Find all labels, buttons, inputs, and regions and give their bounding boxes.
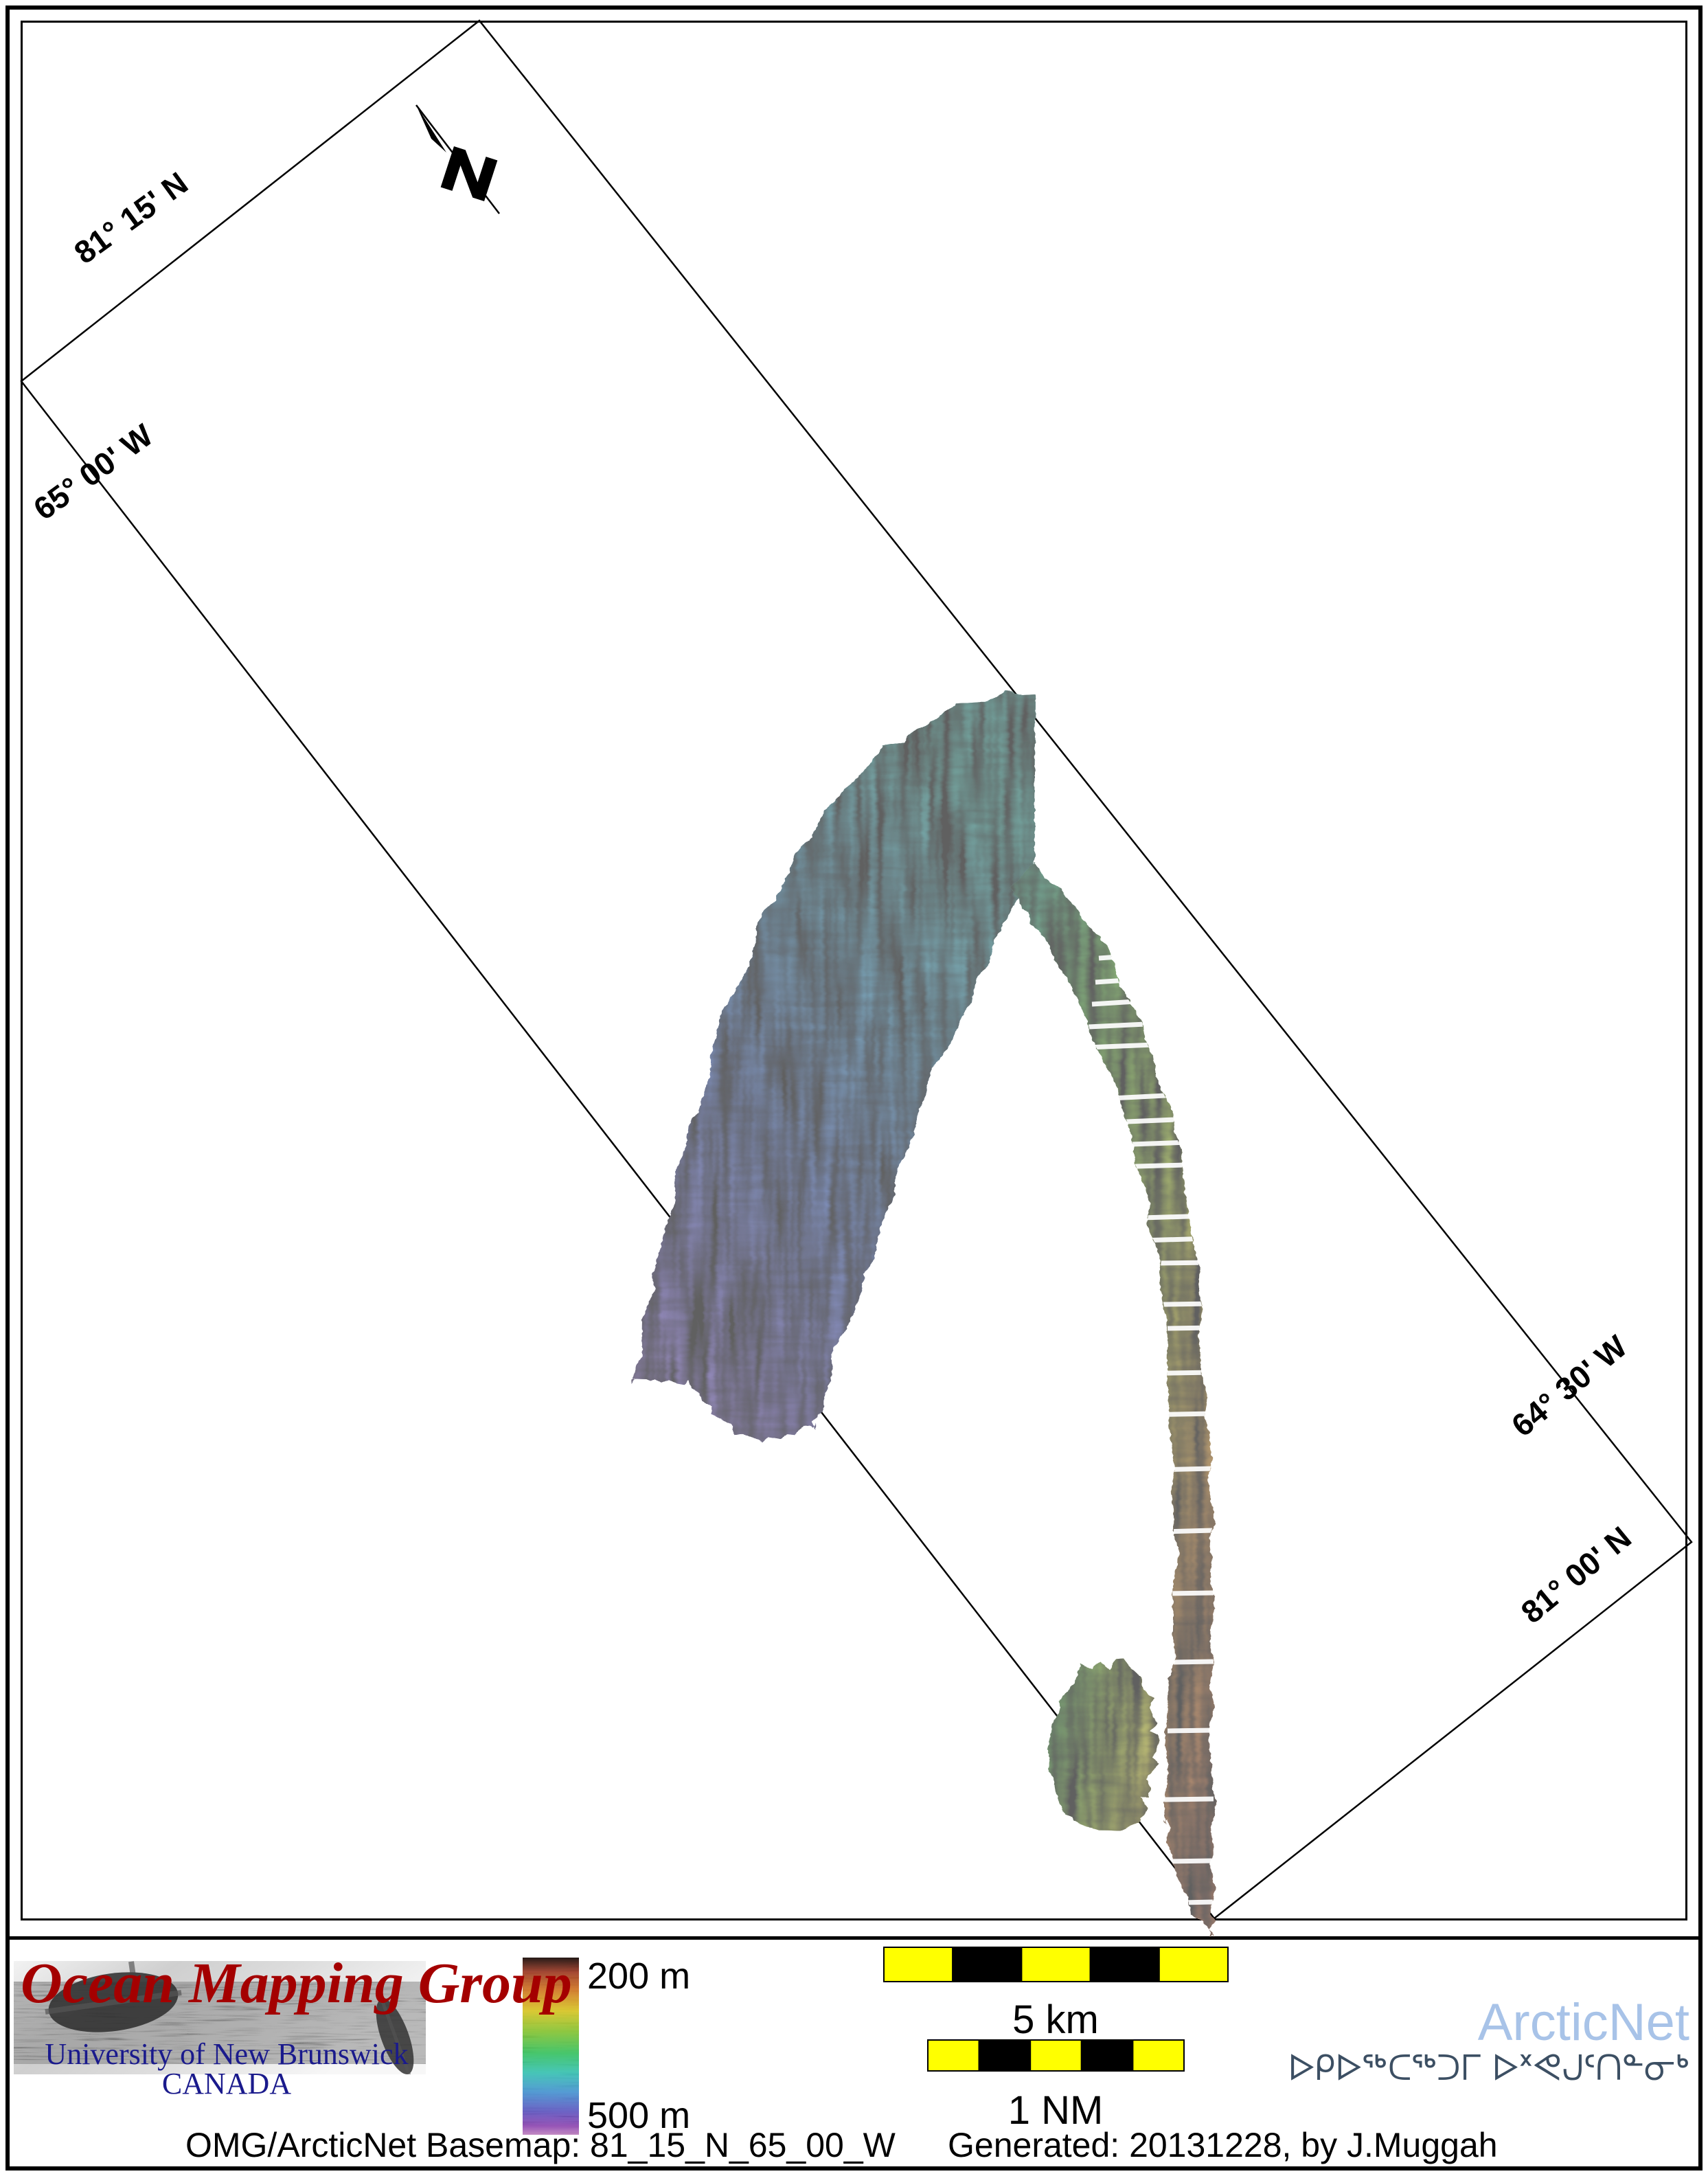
svg-text:200 m: 200 m bbox=[587, 1956, 690, 1997]
svg-text:ᐅᑭᐅᖅᑕᖅᑐᒥ ᐅᕽᕙᒍᑦᑎᓐᓂᒃ: ᐅᑭᐅᖅᑕᖅᑐᒥ ᐅᕽᕙᒍᑦᑎᓐᓂᒃ bbox=[1288, 2042, 1689, 2091]
svg-text:81° 00' N: 81° 00' N bbox=[1514, 1519, 1638, 1630]
svg-text:Ocean Mapping Group: Ocean Mapping Group bbox=[21, 1951, 572, 2015]
svg-text:64° 30' W: 64° 30' W bbox=[1505, 1328, 1634, 1443]
svg-text:5 km: 5 km bbox=[1012, 1997, 1099, 2042]
svg-text:OMG/ArcticNet Basemap: 81_15_N: OMG/ArcticNet Basemap: 81_15_N_65_00_W bbox=[185, 2126, 896, 2164]
svg-text:CANADA: CANADA bbox=[162, 2067, 291, 2100]
svg-text:65° 00' W: 65° 00' W bbox=[27, 417, 159, 527]
svg-text:University of New Brunswick: University of New Brunswick bbox=[45, 2037, 408, 2071]
svg-text:81° 15' N: 81° 15' N bbox=[67, 165, 194, 271]
svg-text:Generated: 20131228, by J.Mugg: Generated: 20131228, by J.Muggah bbox=[948, 2126, 1498, 2164]
